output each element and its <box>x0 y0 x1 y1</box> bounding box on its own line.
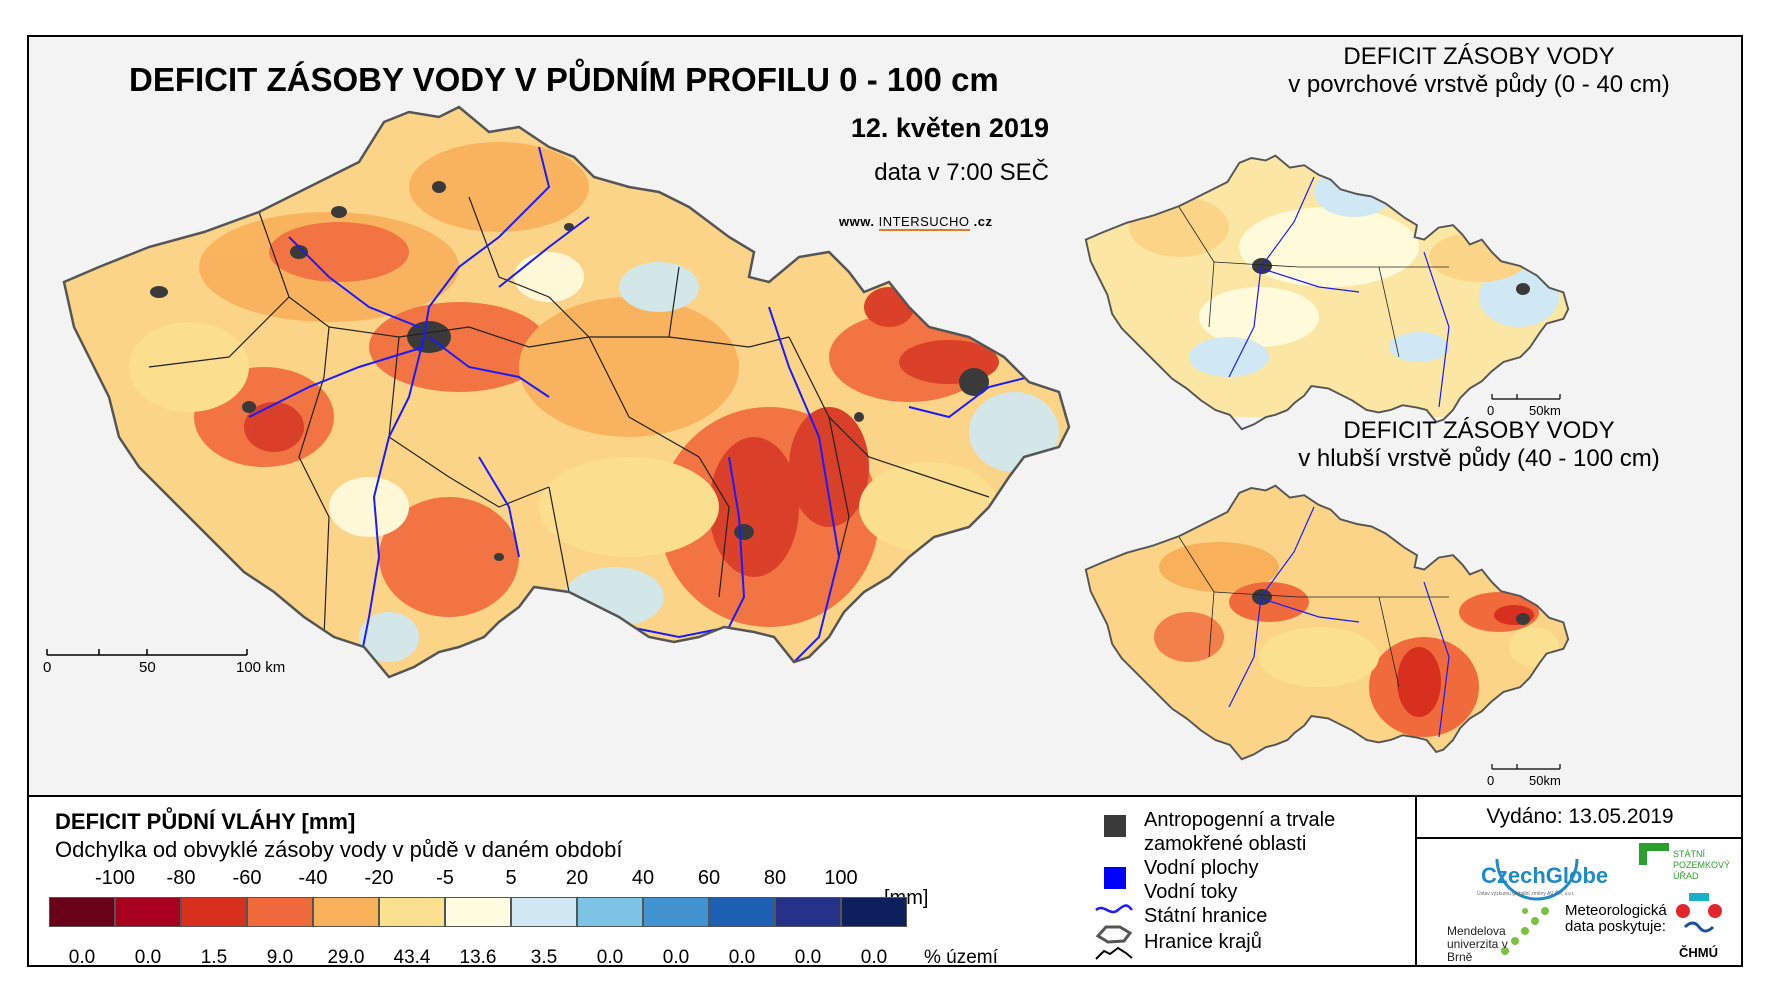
symbol-icons <box>1095 815 1133 960</box>
inset-surface-scale-50: 50km <box>1529 403 1561 418</box>
chmu-logo-text: ČHMÚ <box>1679 945 1718 960</box>
legend-bin-label: 5 <box>505 867 517 889</box>
inset-deep-scale-0: 0 <box>1487 773 1495 788</box>
legend-bin-label: 80 <box>763 867 787 889</box>
legend-percentage: 0.0 <box>728 947 756 967</box>
legend-percentage: 0.0 <box>68 947 96 967</box>
logo-graphics <box>1495 843 1722 955</box>
legend-bin-label: 60 <box>697 867 721 889</box>
legend-swatch <box>577 897 643 927</box>
anthropogenic-area-icon <box>1104 815 1126 837</box>
water-bodies-label: Vodní plochy <box>1144 857 1259 879</box>
legend-bin-label: 100 <box>824 867 858 889</box>
legend-swatch <box>643 897 709 927</box>
legend-swatch <box>115 897 181 927</box>
inset-surface-title-line2: v povrchové vrstvě půdy (0 - 40 cm) <box>1288 71 1670 98</box>
legend-bin-label: -100 <box>94 867 136 889</box>
inset-deep-title-line1: DEFICIT ZÁSOBY VODY <box>1343 417 1615 444</box>
legend-bin-label: 20 <box>565 867 589 889</box>
chmu-logo-icon <box>1676 893 1722 933</box>
legend-bin-label: -60 <box>232 867 262 889</box>
legend-percentage: 0.0 <box>596 947 624 967</box>
state-border-label: Státní hranice <box>1144 905 1268 927</box>
inset-surface-title: DEFICIT ZÁSOBY VODY v povrchové vrstvě p… <box>1199 43 1741 99</box>
inset-map-deep <box>1084 484 1570 770</box>
main-scale-bar <box>46 649 248 656</box>
legend-percent-unit: % území <box>924 947 998 967</box>
czechglobe-logo-icon <box>1495 858 1579 901</box>
issuer-box: Vydáno: 13.05.2019 CzechGlobe Ústav vý <box>1415 797 1741 965</box>
legend-percentage: 43.4 <box>393 947 431 967</box>
anthropogenic-label-1: Antropogenní a trvale <box>1144 809 1336 831</box>
inset-surface-title-line1: DEFICIT ZÁSOBY VODY <box>1343 43 1615 70</box>
legend-percentage: 0.0 <box>860 947 888 967</box>
site-suffix: .cz <box>969 214 993 229</box>
spu-logo-icon <box>1639 843 1669 851</box>
legend-bin-label: -80 <box>166 867 196 889</box>
legend-bin-label: 40 <box>631 867 655 889</box>
river-icon <box>1095 904 1133 914</box>
legend-title: DEFICIT PŮDNÍ VLÁHY [mm] <box>55 809 356 834</box>
rivers <box>248 146 1030 668</box>
site-brand: INTERSUCHO <box>878 214 970 231</box>
intersucho-link[interactable]: www. INTERSUCHO .cz <box>839 214 993 231</box>
issued-divider <box>1417 837 1741 839</box>
legend-bin-label: -5 <box>436 867 454 889</box>
mendelu-logo-text: Mendelova univerzita v Brně <box>1447 924 1508 964</box>
legend-percentage: 0.0 <box>134 947 162 967</box>
mendelu-logo-icon <box>1501 907 1549 955</box>
inset-deep-title-line2: v hlubší vrstvě půdy (40 - 100 cm) <box>1298 445 1660 472</box>
spu-logo-text: STÁTNÍ POZEMKOVÝ ÚŘAD <box>1673 849 1731 881</box>
met-data-provider-text: Meteorologická data poskytuje: <box>1565 902 1667 935</box>
data-time: data v 7:00 SEČ <box>874 159 1049 186</box>
main-date: 12. květen 2019 <box>850 113 1049 143</box>
inset-deep-title: DEFICIT ZÁSOBY VODY v hlubší vrstvě půdy… <box>1199 417 1741 473</box>
legend-subtitle: Odchylka od obvyklé zásoby vody v půdě v… <box>55 837 623 862</box>
legend-swatch <box>379 897 445 927</box>
main-title: DEFICIT ZÁSOBY VODY V PŮDNÍM PROFILU 0 -… <box>129 61 999 98</box>
legend-percentage: 13.6 <box>459 947 497 967</box>
map-canvas <box>46 105 1570 770</box>
legend-swatch <box>775 897 841 927</box>
anthropogenic-label-2: zamokřené oblasti <box>1144 833 1307 855</box>
main-scale-label-50: 50 <box>139 659 156 676</box>
region-border-label: Hranice krajů <box>1144 931 1262 953</box>
rivers-label: Vodní toky <box>1144 881 1238 903</box>
inset-deep-scale-50: 50km <box>1529 773 1561 788</box>
legend-swatch <box>49 897 115 927</box>
state-border-icon <box>1095 925 1133 944</box>
czechglobe-logo-subtitle: Ústav výzkumu globální změny AV ČR, v.v.… <box>1477 891 1575 897</box>
legend-percentage: 1.5 <box>200 947 228 967</box>
issued-date: Vydáno: 13.05.2019 <box>1486 805 1674 828</box>
region-border-icon <box>1095 946 1133 960</box>
legend-percentage: 3.5 <box>530 947 558 967</box>
legend-swatch <box>247 897 313 927</box>
main-scale-label-0: 0 <box>43 659 52 676</box>
legend-panel: DEFICIT PŮDNÍ VLÁHY [mm] Odchylka od obv… <box>29 795 1741 967</box>
legend-percentage: 9.0 <box>266 947 294 967</box>
legend-bin-label: -40 <box>298 867 328 889</box>
legend-swatch <box>511 897 577 927</box>
legend-swatch <box>445 897 511 927</box>
legend-swatch <box>841 897 907 927</box>
inset-surface-scale-0: 0 <box>1487 403 1495 418</box>
legend-swatch <box>709 897 775 927</box>
main-scale-label-100: 100 km <box>236 659 286 676</box>
legend-bin-label: -20 <box>364 867 394 889</box>
site-prefix: www. <box>839 214 879 229</box>
legend-percentage: 29.0 <box>327 947 365 967</box>
czechglobe-logo-text: CzechGlobe <box>1481 863 1609 888</box>
legend-percentage: 0.0 <box>662 947 690 967</box>
legend-percentage: 0.0 <box>794 947 822 967</box>
water-body-icon <box>1104 867 1126 889</box>
region-borders <box>148 196 990 638</box>
inset-map-surface <box>1084 154 1570 431</box>
legend-swatch <box>313 897 379 927</box>
legend-swatch <box>181 897 247 927</box>
map-frame: DEFICIT ZÁSOBY VODY V PŮDNÍM PROFILU 0 -… <box>27 35 1743 967</box>
